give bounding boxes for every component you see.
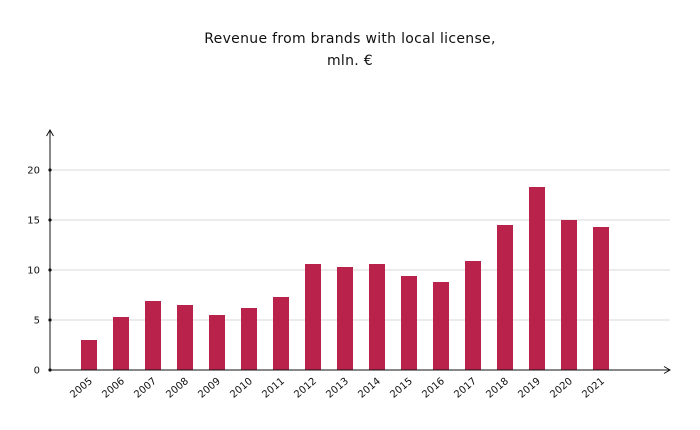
x-tick-label: 2021 [580, 376, 607, 401]
x-tick-label: 2020 [548, 376, 575, 401]
y-tick-label: 0 [34, 366, 40, 377]
x-axis-arrow [663, 366, 671, 374]
axis-layer [46, 129, 671, 374]
chart-title-line-2: mln. € [326, 53, 373, 69]
bar-2008 [177, 305, 193, 370]
x-tick-label: 2010 [228, 376, 255, 401]
y-tick-label: 15 [27, 216, 40, 227]
x-tick-label: 2019 [516, 376, 543, 401]
x-tick-label: 2017 [452, 376, 479, 401]
bar-2020 [561, 220, 577, 370]
chart-title: Revenue from brands with local license, … [0, 28, 700, 72]
bar-layer [81, 187, 609, 370]
x-tick-label: 2018 [484, 376, 511, 401]
x-tick-label: 2009 [196, 376, 223, 401]
x-tick-label: 2013 [324, 376, 351, 401]
y-tick-label: 5 [34, 316, 40, 327]
x-tick-label: 2011 [260, 376, 287, 401]
y-tick-label: 20 [27, 166, 40, 177]
bar-2009 [209, 315, 225, 370]
x-tick-label: 2016 [420, 376, 447, 401]
bar-2014 [369, 264, 385, 370]
x-tick-label: 2012 [292, 376, 319, 401]
bar-2018 [497, 225, 513, 370]
x-tick-label: 2015 [388, 376, 415, 401]
x-tick-label: 2007 [132, 376, 159, 401]
bar-2017 [465, 261, 481, 370]
x-tick-label: 2006 [100, 376, 127, 401]
y-axis-arrow [46, 129, 54, 137]
bar-2016 [433, 282, 449, 370]
y-tick-label: 10 [27, 266, 40, 277]
bar-2019 [529, 187, 545, 370]
bar-2012 [305, 264, 321, 370]
x-tick-label: 2008 [164, 376, 191, 401]
chart-title-line-1: Revenue from brands with local license, [204, 31, 496, 47]
bar-2011 [273, 297, 289, 370]
bar-2005 [81, 340, 97, 370]
x-tick-label: 2014 [356, 376, 383, 401]
x-tick-label: 2005 [68, 376, 95, 401]
bar-2013 [337, 267, 353, 370]
bar-2007 [145, 301, 161, 370]
bar-2015 [401, 276, 417, 370]
bar-2021 [593, 227, 609, 370]
bar-2006 [113, 317, 129, 370]
bar-2010 [241, 308, 257, 370]
